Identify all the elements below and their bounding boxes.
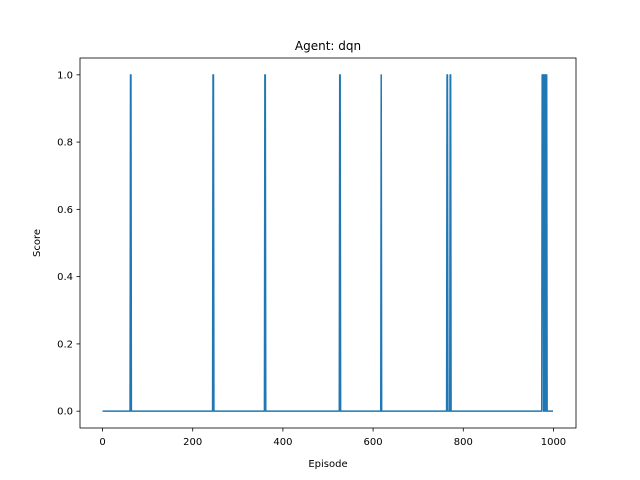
chart-title: Agent: dqn — [295, 39, 361, 53]
y-axis: 0.0 0.2 0.4 0.6 0.8 1.0 — [57, 70, 80, 418]
y-tick-label: 0.8 — [57, 138, 73, 149]
x-axis: 0 200 400 600 800 1000 — [99, 428, 566, 448]
y-tick-label: 0.4 — [57, 272, 73, 283]
data-layer — [102, 74, 554, 412]
x-tick-label: 400 — [273, 437, 292, 448]
y-tick-label: 0.6 — [57, 205, 73, 216]
x-tick-label: 800 — [454, 437, 473, 448]
x-axis-label: Episode — [308, 459, 347, 470]
y-tick-label: 1.0 — [57, 70, 73, 81]
x-tick-label: 200 — [183, 437, 202, 448]
x-tick-label: 600 — [364, 437, 383, 448]
y-axis-label: Score — [32, 229, 43, 257]
series-line — [102, 74, 554, 412]
y-tick-label: 0.0 — [57, 407, 73, 418]
plot-area — [80, 58, 576, 428]
x-tick-label: 1000 — [541, 437, 566, 448]
x-tick-label: 0 — [99, 437, 105, 448]
y-tick-label: 0.2 — [57, 339, 73, 350]
plot-frame — [79, 57, 577, 429]
